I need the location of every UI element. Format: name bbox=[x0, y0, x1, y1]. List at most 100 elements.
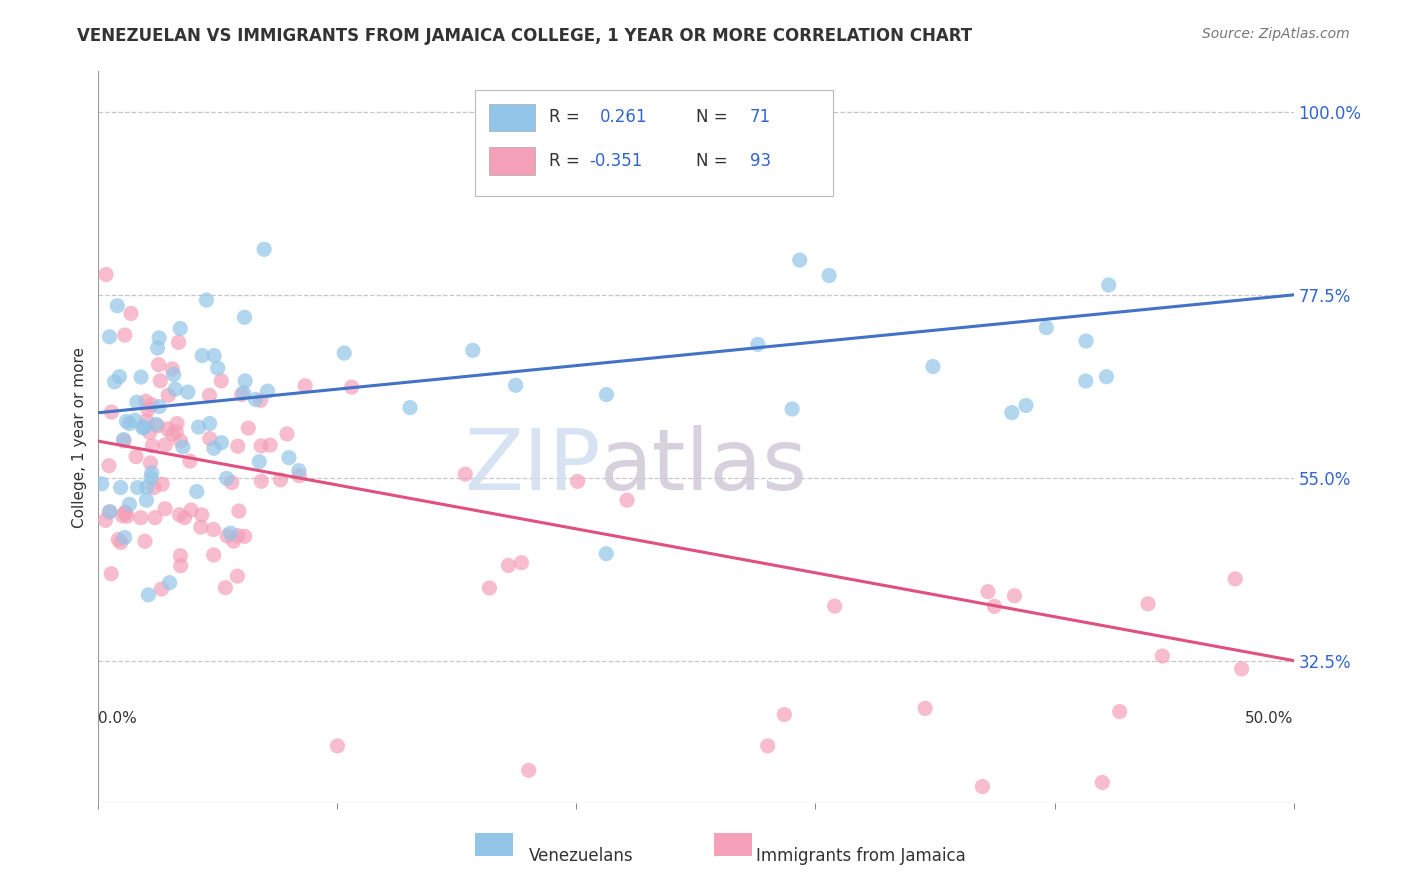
Point bbox=[139, 456, 162, 470]
Point bbox=[228, 504, 250, 518]
Point bbox=[143, 510, 166, 524]
Point bbox=[112, 434, 135, 448]
Point bbox=[226, 529, 249, 543]
Point bbox=[115, 509, 138, 524]
Point bbox=[461, 343, 484, 358]
Point bbox=[233, 374, 256, 388]
Point bbox=[972, 780, 994, 794]
FancyBboxPatch shape bbox=[489, 103, 534, 131]
Point bbox=[616, 493, 638, 508]
Point bbox=[1152, 648, 1174, 663]
Point bbox=[250, 474, 273, 488]
Point bbox=[595, 387, 617, 401]
Point bbox=[155, 437, 177, 451]
Point bbox=[198, 388, 221, 402]
Point bbox=[148, 358, 170, 372]
Point bbox=[156, 422, 179, 436]
Point bbox=[170, 558, 193, 573]
Point bbox=[1001, 406, 1024, 420]
Point bbox=[253, 242, 276, 256]
Point bbox=[135, 414, 157, 428]
Point bbox=[142, 481, 165, 495]
Point bbox=[256, 384, 278, 399]
Text: 0.0%: 0.0% bbox=[98, 712, 138, 726]
FancyBboxPatch shape bbox=[475, 833, 513, 856]
Point bbox=[217, 529, 239, 543]
Point bbox=[517, 764, 540, 778]
Point bbox=[399, 401, 422, 415]
Point bbox=[145, 417, 167, 432]
Text: 50.0%: 50.0% bbox=[1246, 712, 1294, 726]
Text: N =: N = bbox=[696, 109, 733, 127]
Point bbox=[132, 420, 155, 434]
Point bbox=[186, 484, 208, 499]
Point bbox=[245, 392, 267, 407]
Point bbox=[214, 581, 236, 595]
Point bbox=[198, 432, 221, 446]
Point bbox=[169, 508, 191, 522]
Point bbox=[276, 426, 298, 441]
Point bbox=[97, 458, 120, 473]
Point bbox=[132, 421, 155, 435]
Point bbox=[505, 378, 527, 392]
Point bbox=[125, 450, 148, 464]
Point bbox=[818, 268, 841, 283]
Point bbox=[247, 455, 270, 469]
FancyBboxPatch shape bbox=[489, 147, 534, 175]
Point bbox=[103, 375, 125, 389]
Point bbox=[135, 480, 157, 494]
Point bbox=[202, 548, 225, 562]
Point bbox=[114, 506, 136, 520]
Point bbox=[112, 433, 135, 447]
Point bbox=[288, 464, 311, 478]
Point bbox=[94, 513, 117, 527]
Point bbox=[977, 584, 1000, 599]
Point bbox=[222, 534, 245, 549]
Point bbox=[100, 405, 122, 419]
Point bbox=[129, 510, 152, 524]
Point bbox=[162, 427, 184, 442]
Point bbox=[98, 505, 121, 519]
Point bbox=[110, 535, 132, 549]
Point bbox=[111, 508, 134, 523]
Point bbox=[1137, 597, 1160, 611]
Text: ZIP: ZIP bbox=[464, 425, 600, 508]
Point bbox=[136, 402, 159, 417]
Point bbox=[114, 328, 136, 343]
Point bbox=[165, 382, 187, 396]
Point bbox=[90, 476, 112, 491]
Point bbox=[226, 569, 249, 583]
Point bbox=[191, 508, 214, 522]
Point bbox=[110, 480, 132, 494]
Text: Immigrants from Jamaica: Immigrants from Jamaica bbox=[756, 847, 966, 864]
Point bbox=[567, 475, 589, 489]
Point bbox=[1225, 572, 1247, 586]
Point bbox=[150, 582, 173, 596]
Point bbox=[118, 417, 141, 431]
Point bbox=[135, 394, 157, 409]
Point bbox=[207, 361, 229, 376]
Text: 93: 93 bbox=[749, 153, 770, 170]
Point bbox=[789, 253, 811, 268]
Point bbox=[165, 425, 187, 439]
Point bbox=[163, 368, 186, 382]
Point bbox=[233, 529, 256, 543]
Point bbox=[157, 388, 180, 402]
Text: R =: R = bbox=[548, 109, 585, 127]
Point bbox=[180, 503, 202, 517]
Point bbox=[288, 468, 311, 483]
Point bbox=[294, 378, 316, 392]
Point bbox=[278, 450, 301, 465]
Point bbox=[269, 473, 291, 487]
Point bbox=[135, 493, 157, 508]
Point bbox=[238, 421, 260, 435]
Point bbox=[498, 558, 520, 573]
Point bbox=[141, 439, 163, 453]
Point bbox=[167, 335, 190, 350]
Point bbox=[160, 362, 183, 376]
Point bbox=[198, 417, 221, 431]
Point bbox=[94, 268, 117, 282]
Point bbox=[510, 556, 533, 570]
Point bbox=[105, 299, 128, 313]
Point bbox=[172, 440, 194, 454]
